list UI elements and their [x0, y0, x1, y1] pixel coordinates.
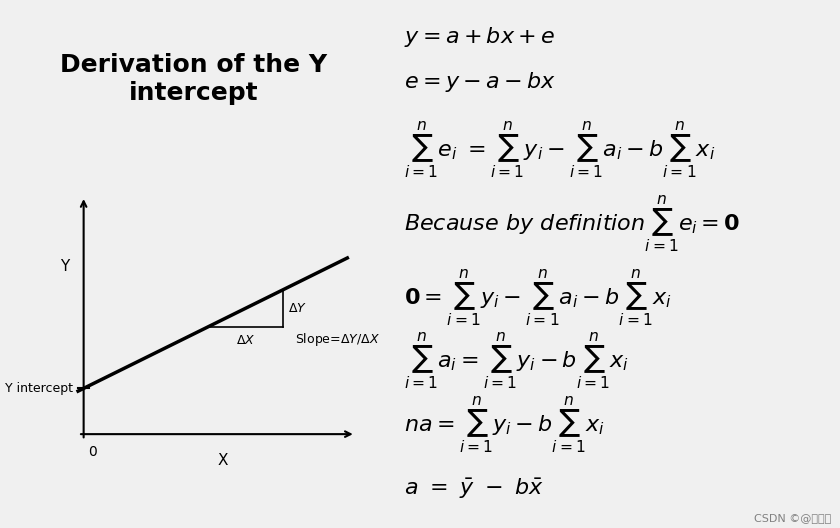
- Text: 0: 0: [88, 445, 97, 459]
- Text: $y = a + bx + e$: $y = a + bx + e$: [404, 25, 555, 49]
- Text: $na = \sum_{i=1}^{n} y_i - b\sum_{i=1}^{n} x_i$: $na = \sum_{i=1}^{n} y_i - b\sum_{i=1}^{…: [404, 394, 605, 456]
- Text: Derivation of the Y
intercept: Derivation of the Y intercept: [60, 53, 327, 105]
- Text: $\sum_{i=1}^{n} e_i \ = \sum_{i=1}^{n} y_i - \sum_{i=1}^{n} a_i - b\sum_{i=1}^{n: $\sum_{i=1}^{n} e_i \ = \sum_{i=1}^{n} y…: [404, 120, 715, 181]
- Text: $\sum_{i=1}^{n} a_i = \sum_{i=1}^{n} y_i - b\sum_{i=1}^{n} x_i$: $\sum_{i=1}^{n} a_i = \sum_{i=1}^{n} y_i…: [404, 331, 628, 392]
- Text: $a \ = \ \bar{y} \ - \ b\bar{x}$: $a \ = \ \bar{y} \ - \ b\bar{x}$: [404, 476, 543, 501]
- Text: $\mathbf{0} = \sum_{i=1}^{n} y_i - \sum_{i=1}^{n} a_i - b\sum_{i=1}^{n} x_i$: $\mathbf{0} = \sum_{i=1}^{n} y_i - \sum_…: [404, 268, 671, 329]
- Text: X: X: [218, 452, 228, 468]
- Text: Slope=$\Delta Y$/$\Delta X$: Slope=$\Delta Y$/$\Delta X$: [295, 331, 380, 348]
- Text: $\Delta Y$: $\Delta Y$: [287, 301, 307, 315]
- Text: $e = y - a - bx$: $e = y - a - bx$: [404, 70, 555, 94]
- Text: $\mathit{Because\ by\ definition} \sum_{i=1}^{n} e_i = \mathbf{0}$: $\mathit{Because\ by\ definition} \sum_{…: [404, 194, 740, 255]
- Text: Y intercept: Y intercept: [4, 382, 72, 395]
- Text: $\Delta X$: $\Delta X$: [236, 334, 255, 347]
- Text: CSDN ©@一件事: CSDN ©@一件事: [753, 513, 831, 523]
- Text: Y: Y: [60, 259, 69, 274]
